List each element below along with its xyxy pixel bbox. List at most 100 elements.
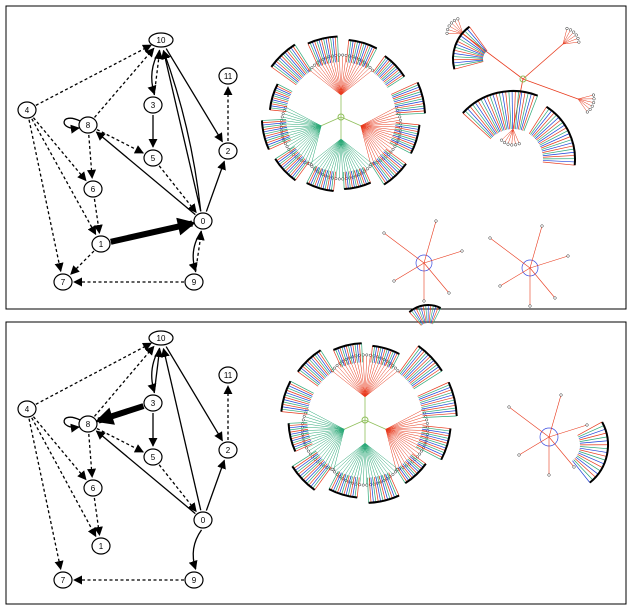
top-tree-fan-1	[370, 148, 407, 186]
top-edge-8-10	[94, 47, 155, 118]
top-medium-tree-fan-c	[452, 25, 488, 70]
bottom-edge-10-2	[165, 346, 223, 442]
bottom-tree-fan-10	[398, 345, 443, 390]
top-tree-fan-8	[307, 35, 339, 68]
top-node-8-circle	[78, 116, 98, 134]
bottom-tree-fan-1	[395, 453, 427, 485]
bottom-node-1-label: 1	[99, 542, 104, 551]
bottom-node-6-label: 6	[91, 484, 96, 493]
top-node-7: 7	[53, 273, 73, 291]
top-node-0: 0	[193, 212, 213, 230]
bottom-edge-4-6	[32, 416, 87, 481]
top-node-0-label: 0	[201, 217, 206, 226]
bottom-node-0: 0	[193, 511, 213, 529]
bottom-edge-4-1	[31, 417, 97, 538]
top-edge-10-3	[147, 49, 161, 95]
bottom-node-3: 3	[143, 394, 163, 412]
top-node-4: 4	[17, 101, 37, 119]
bottom-tree-fan-9	[370, 344, 400, 369]
bottom-tree-fan-8	[333, 342, 363, 368]
bottom-panel-frame	[5, 321, 627, 605]
top-node-5: 5	[143, 149, 163, 167]
top-node-6: 6	[83, 180, 103, 198]
bottom-node-2-circle	[218, 441, 238, 459]
bottom-node-9: 9	[184, 571, 204, 589]
bottom-node-5: 5	[143, 448, 163, 466]
top-tree-fan-5	[260, 119, 292, 150]
top-node-3: 3	[143, 96, 163, 114]
top-edge-0-9	[188, 230, 203, 272]
top-edge-6-1	[93, 198, 103, 235]
top-node-1-label: 1	[99, 240, 104, 249]
bottom-node-11-circle	[218, 366, 238, 384]
bottom-edge-0-2	[205, 459, 226, 511]
bottom-edge-6-1	[93, 497, 103, 537]
bottom-edge-10-3	[147, 347, 161, 393]
bottom-tree-branch-1	[344, 419, 366, 430]
bottom-graph: 10 11 4 8 3 5 2 6 0 1 7 9	[17, 330, 238, 589]
bottom-small-tree-fan	[572, 421, 609, 484]
top-node-9: 9	[184, 273, 204, 291]
top-tree-fan-11	[390, 82, 426, 115]
bottom-node-2-label: 2	[226, 446, 231, 455]
bottom-node-6-circle	[83, 479, 103, 497]
top-edge-10-2	[165, 48, 223, 143]
bottom-node-0-label: 0	[201, 516, 206, 525]
bottom-node-9-label: 9	[192, 576, 197, 585]
bottom-node-0-circle	[193, 511, 213, 529]
bottom-edge-3-8	[95, 403, 145, 425]
top-edge-0-10	[162, 49, 202, 212]
bottom-edge-8-6	[86, 433, 97, 478]
top-medium-radial-tree	[445, 17, 596, 166]
top-edge-0-2	[205, 160, 226, 212]
bottom-tree-fan-5	[287, 422, 313, 452]
bottom-node-2: 2	[218, 441, 238, 459]
bottom-node-3-label: 3	[151, 399, 156, 408]
bottom-edge-4-7	[28, 418, 64, 571]
bottom-node-5-circle	[143, 448, 163, 466]
top-node-1-circle	[91, 235, 111, 253]
top-node-1: 1	[91, 235, 111, 253]
top-node-10-label: 10	[157, 36, 166, 45]
bottom-tree-fan-4	[291, 450, 332, 491]
bottom-node-10-label: 10	[157, 334, 166, 343]
bottom-edge-0-9	[188, 529, 203, 570]
bottom-edge-8-10	[93, 345, 155, 417]
bottom-node-8: 8	[78, 415, 98, 433]
top-small-radial-tree-a-fan	[408, 304, 442, 326]
top-node-11-label: 11	[224, 72, 233, 81]
bottom-tree-fan-3	[328, 471, 360, 499]
bottom-tree-fan-11	[417, 381, 458, 418]
top-node-3-circle	[143, 96, 163, 114]
top-node-9-label: 9	[192, 278, 197, 287]
top-tree-fan-2	[343, 166, 372, 191]
bottom-edge-0-10	[160, 347, 202, 511]
bottom-tree-visualizations	[280, 342, 609, 504]
top-tree-fan-6	[268, 83, 293, 112]
top-tree-fan-10	[372, 55, 406, 88]
top-node-11: 11	[218, 67, 238, 85]
top-graph: 10 11 4 8 3 5 2 6 0 1 7 9	[17, 32, 238, 291]
bottom-small-radial-tree-c	[507, 393, 589, 477]
top-node-8: 8	[78, 116, 98, 134]
top-tree-fan-0	[389, 122, 421, 154]
bottom-node-4-label: 4	[25, 405, 30, 414]
bottom-node-1-circle	[91, 537, 111, 555]
bottom-node-8-circle	[78, 415, 98, 433]
top-node-6-circle	[83, 180, 103, 198]
top-edge-8-8-selfloop	[63, 117, 81, 134]
top-node-0-circle	[193, 212, 213, 230]
top-node-3-label: 3	[151, 101, 156, 110]
top-node-4-label: 4	[25, 106, 30, 115]
bottom-node-4-circle	[17, 400, 37, 418]
top-node-10: 10	[148, 32, 174, 48]
top-edge-0-8	[95, 131, 196, 216]
top-edge-1-0	[110, 217, 196, 245]
bottom-tree-fan-6	[280, 380, 314, 415]
bottom-tree-fan-2	[367, 472, 400, 504]
top-node-2-label: 2	[226, 147, 231, 156]
bottom-node-7-label: 7	[61, 576, 66, 585]
top-tree-fan-3	[306, 165, 336, 193]
top-large-radial-tree	[260, 35, 426, 193]
